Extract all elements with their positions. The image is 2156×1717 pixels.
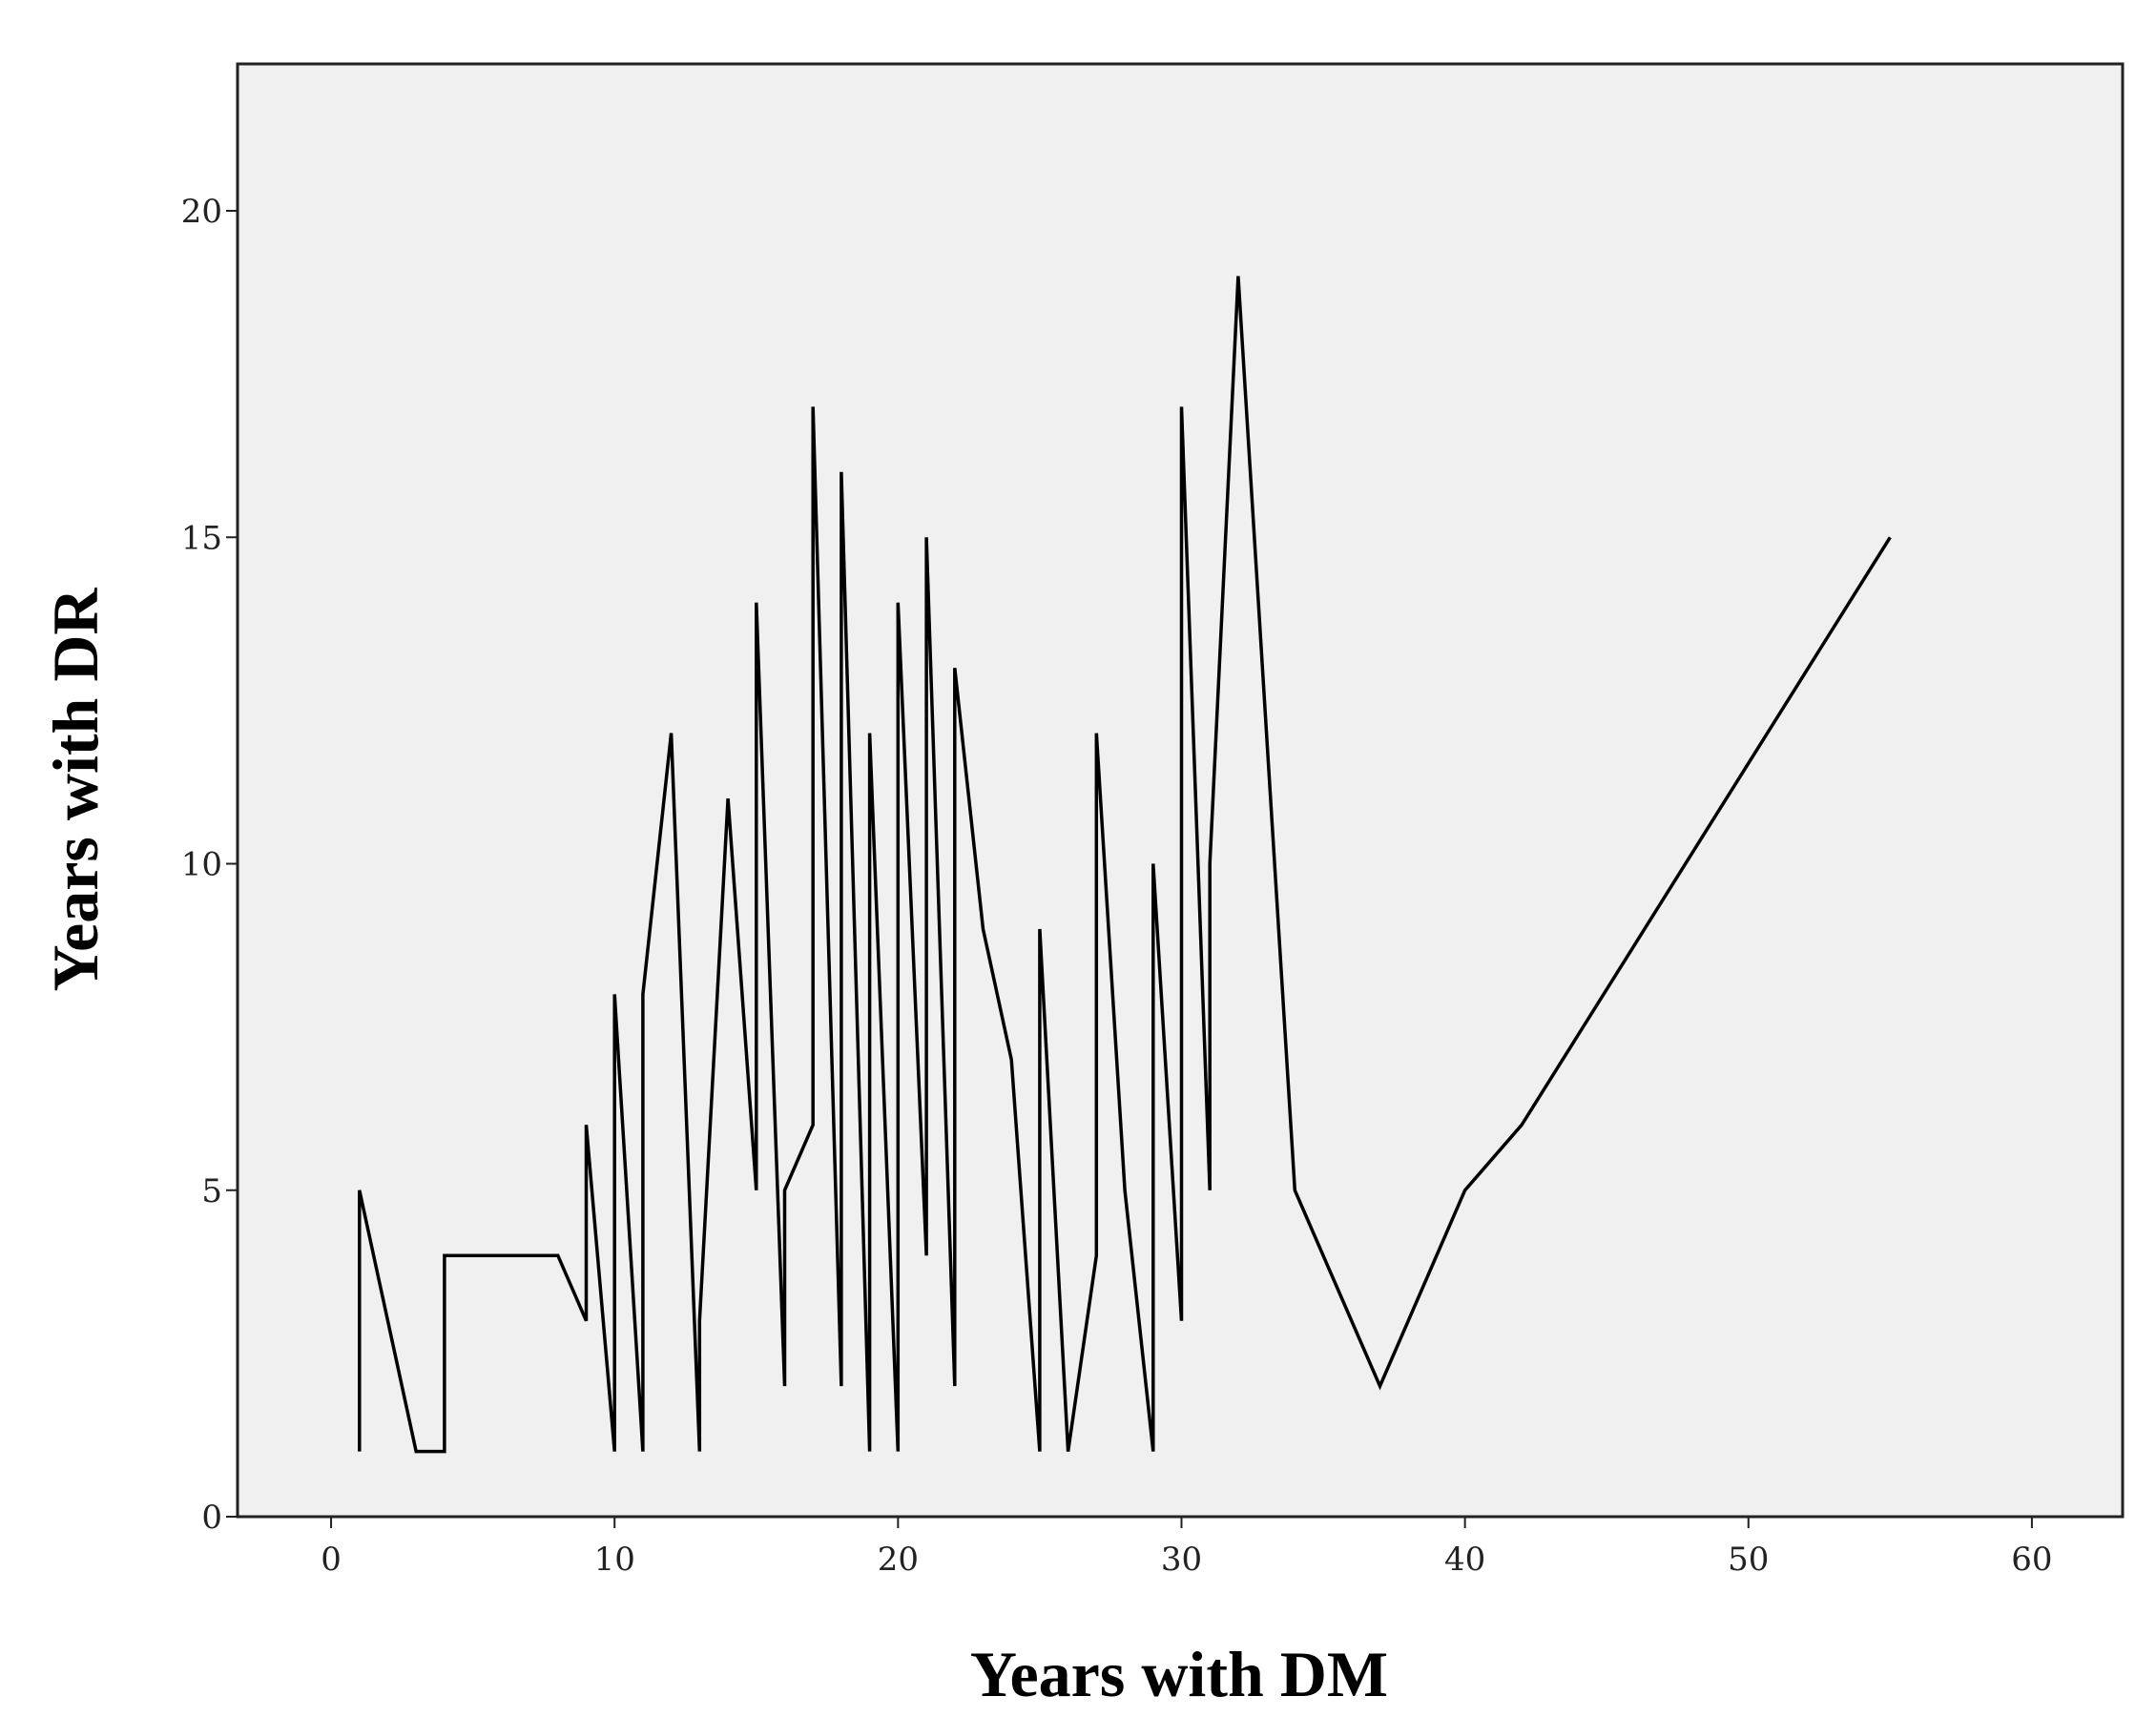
- x-tick-label: 50: [1728, 1541, 1769, 1579]
- x-tick-label: 40: [1444, 1541, 1485, 1579]
- data-line: [358, 276, 1892, 1454]
- y-tick-label: 20: [181, 193, 222, 231]
- x-tick-label: 30: [1161, 1541, 1202, 1579]
- y-tick-label: 15: [181, 519, 222, 557]
- x-tick-label: 10: [594, 1541, 635, 1579]
- y-tick-label: 0: [201, 1499, 222, 1537]
- x-tick-label: 60: [2011, 1541, 2052, 1579]
- x-tick-label: 20: [878, 1541, 919, 1579]
- y-tick-label: 5: [201, 1172, 222, 1210]
- x-tick-label: 0: [321, 1541, 342, 1579]
- x-axis-title: Years with DM: [970, 1638, 1388, 1710]
- y-axis-title: Years with DR: [39, 588, 112, 992]
- y-tick-label: 10: [181, 846, 222, 884]
